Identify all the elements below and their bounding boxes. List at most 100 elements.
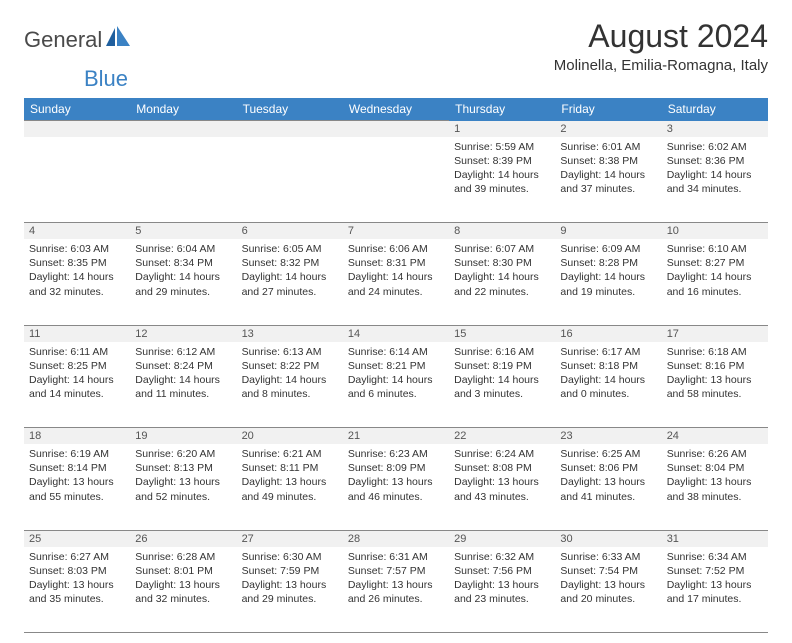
day-number-cell: 2 xyxy=(555,121,661,137)
day-details: Sunrise: 6:02 AMSunset: 8:36 PMDaylight:… xyxy=(667,140,763,197)
day-number: 12 xyxy=(135,328,231,340)
weekday-header: Wednesday xyxy=(343,98,449,121)
day-details: Sunrise: 6:26 AMSunset: 8:04 PMDaylight:… xyxy=(667,447,763,504)
weekday-header-row: SundayMondayTuesdayWednesdayThursdayFrid… xyxy=(24,98,768,121)
logo-text-general: General xyxy=(24,27,102,53)
day-number: 8 xyxy=(454,225,550,237)
day-details: Sunrise: 6:06 AMSunset: 8:31 PMDaylight:… xyxy=(348,242,444,299)
day-cell: Sunrise: 6:27 AMSunset: 8:03 PMDaylight:… xyxy=(24,547,130,633)
day-number-cell: 21 xyxy=(343,428,449,445)
week-row: Sunrise: 6:11 AMSunset: 8:25 PMDaylight:… xyxy=(24,342,768,428)
day-number-cell: 31 xyxy=(662,530,768,547)
week-row: Sunrise: 6:03 AMSunset: 8:35 PMDaylight:… xyxy=(24,239,768,325)
day-cell: Sunrise: 6:32 AMSunset: 7:56 PMDaylight:… xyxy=(449,547,555,633)
weekday-header: Thursday xyxy=(449,98,555,121)
calendar-table: SundayMondayTuesdayWednesdayThursdayFrid… xyxy=(24,98,768,633)
day-number-cell: 23 xyxy=(555,428,661,445)
day-cell: Sunrise: 6:05 AMSunset: 8:32 PMDaylight:… xyxy=(237,239,343,325)
day-number: 25 xyxy=(29,533,125,545)
day-number-cell: 3 xyxy=(662,121,768,137)
day-cell: Sunrise: 6:26 AMSunset: 8:04 PMDaylight:… xyxy=(662,444,768,530)
day-cell: Sunrise: 6:07 AMSunset: 8:30 PMDaylight:… xyxy=(449,239,555,325)
day-number-cell: 19 xyxy=(130,428,236,445)
day-number: 21 xyxy=(348,430,444,442)
day-number-cell: 9 xyxy=(555,223,661,240)
day-number: 14 xyxy=(348,328,444,340)
day-details: Sunrise: 6:18 AMSunset: 8:16 PMDaylight:… xyxy=(667,345,763,402)
day-details: Sunrise: 6:28 AMSunset: 8:01 PMDaylight:… xyxy=(135,550,231,607)
day-details: Sunrise: 6:25 AMSunset: 8:06 PMDaylight:… xyxy=(560,447,656,504)
day-number: 18 xyxy=(29,430,125,442)
day-details: Sunrise: 6:34 AMSunset: 7:52 PMDaylight:… xyxy=(667,550,763,607)
day-number-row: 18192021222324 xyxy=(24,428,768,445)
day-number-cell: 24 xyxy=(662,428,768,445)
day-cell: Sunrise: 6:19 AMSunset: 8:14 PMDaylight:… xyxy=(24,444,130,530)
day-number-cell: 28 xyxy=(343,530,449,547)
day-details: Sunrise: 6:17 AMSunset: 8:18 PMDaylight:… xyxy=(560,345,656,402)
day-number: 7 xyxy=(348,225,444,237)
day-cell: Sunrise: 6:06 AMSunset: 8:31 PMDaylight:… xyxy=(343,239,449,325)
day-details: Sunrise: 6:09 AMSunset: 8:28 PMDaylight:… xyxy=(560,242,656,299)
day-details: Sunrise: 6:19 AMSunset: 8:14 PMDaylight:… xyxy=(29,447,125,504)
day-cell: Sunrise: 6:09 AMSunset: 8:28 PMDaylight:… xyxy=(555,239,661,325)
day-cell: Sunrise: 6:12 AMSunset: 8:24 PMDaylight:… xyxy=(130,342,236,428)
day-details: Sunrise: 6:16 AMSunset: 8:19 PMDaylight:… xyxy=(454,345,550,402)
day-number: 3 xyxy=(667,123,763,135)
day-details: Sunrise: 6:14 AMSunset: 8:21 PMDaylight:… xyxy=(348,345,444,402)
week-row: Sunrise: 6:27 AMSunset: 8:03 PMDaylight:… xyxy=(24,547,768,633)
day-details: Sunrise: 6:11 AMSunset: 8:25 PMDaylight:… xyxy=(29,345,125,402)
weekday-header: Monday xyxy=(130,98,236,121)
day-number-cell xyxy=(130,121,236,137)
day-number-cell: 1 xyxy=(449,121,555,137)
day-details: Sunrise: 6:21 AMSunset: 8:11 PMDaylight:… xyxy=(242,447,338,504)
day-number-cell xyxy=(237,121,343,137)
logo-text-blue: Blue xyxy=(84,66,128,91)
day-number: 6 xyxy=(242,225,338,237)
day-details: Sunrise: 6:32 AMSunset: 7:56 PMDaylight:… xyxy=(454,550,550,607)
day-cell xyxy=(24,137,130,223)
day-number-cell: 25 xyxy=(24,530,130,547)
day-number: 10 xyxy=(667,225,763,237)
day-details: Sunrise: 6:27 AMSunset: 8:03 PMDaylight:… xyxy=(29,550,125,607)
day-cell: Sunrise: 6:18 AMSunset: 8:16 PMDaylight:… xyxy=(662,342,768,428)
day-details: Sunrise: 6:04 AMSunset: 8:34 PMDaylight:… xyxy=(135,242,231,299)
day-number: 27 xyxy=(242,533,338,545)
weekday-header: Tuesday xyxy=(237,98,343,121)
day-number-cell: 29 xyxy=(449,530,555,547)
day-number-cell: 13 xyxy=(237,325,343,342)
day-number-cell: 14 xyxy=(343,325,449,342)
day-details: Sunrise: 6:03 AMSunset: 8:35 PMDaylight:… xyxy=(29,242,125,299)
day-cell: Sunrise: 6:11 AMSunset: 8:25 PMDaylight:… xyxy=(24,342,130,428)
day-number: 28 xyxy=(348,533,444,545)
day-cell: Sunrise: 6:13 AMSunset: 8:22 PMDaylight:… xyxy=(237,342,343,428)
day-number: 29 xyxy=(454,533,550,545)
day-number-cell: 7 xyxy=(343,223,449,240)
day-number-row: 25 26 27 28 29 30 31 xyxy=(24,530,768,547)
day-number: 15 xyxy=(454,328,550,340)
day-cell: Sunrise: 6:23 AMSunset: 8:09 PMDaylight:… xyxy=(343,444,449,530)
day-number: 22 xyxy=(454,430,550,442)
day-number-cell: 5 xyxy=(130,223,236,240)
day-number: 26 xyxy=(135,533,231,545)
day-number: 13 xyxy=(242,328,338,340)
day-number-cell: 12 xyxy=(130,325,236,342)
day-cell: Sunrise: 6:34 AMSunset: 7:52 PMDaylight:… xyxy=(662,547,768,633)
day-number: 16 xyxy=(560,328,656,340)
day-number-cell: 8 xyxy=(449,223,555,240)
day-details: Sunrise: 6:24 AMSunset: 8:08 PMDaylight:… xyxy=(454,447,550,504)
day-details: Sunrise: 6:05 AMSunset: 8:32 PMDaylight:… xyxy=(242,242,338,299)
day-number-cell: 15 xyxy=(449,325,555,342)
page-title: August 2024 xyxy=(554,18,768,55)
day-cell: Sunrise: 6:04 AMSunset: 8:34 PMDaylight:… xyxy=(130,239,236,325)
day-number-cell: 18 xyxy=(24,428,130,445)
weekday-header: Saturday xyxy=(662,98,768,121)
day-number-cell: 30 xyxy=(555,530,661,547)
day-number: 31 xyxy=(667,533,763,545)
day-details: Sunrise: 6:30 AMSunset: 7:59 PMDaylight:… xyxy=(242,550,338,607)
day-cell: Sunrise: 6:21 AMSunset: 8:11 PMDaylight:… xyxy=(237,444,343,530)
day-cell: Sunrise: 6:14 AMSunset: 8:21 PMDaylight:… xyxy=(343,342,449,428)
week-row: Sunrise: 5:59 AMSunset: 8:39 PMDaylight:… xyxy=(24,137,768,223)
day-cell: Sunrise: 6:25 AMSunset: 8:06 PMDaylight:… xyxy=(555,444,661,530)
week-row: Sunrise: 6:19 AMSunset: 8:14 PMDaylight:… xyxy=(24,444,768,530)
day-number-cell: 20 xyxy=(237,428,343,445)
